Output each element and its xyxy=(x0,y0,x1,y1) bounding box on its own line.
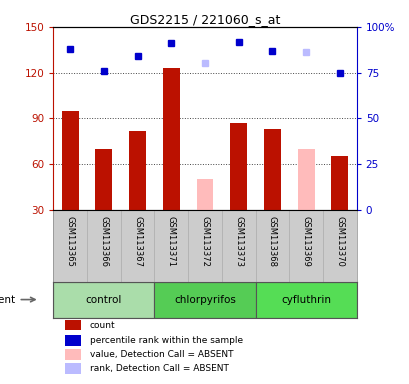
Text: value, Detection Call = ABSENT: value, Detection Call = ABSENT xyxy=(90,350,233,359)
Text: percentile rank within the sample: percentile rank within the sample xyxy=(90,336,242,345)
Bar xyxy=(65,349,81,360)
Bar xyxy=(230,123,247,210)
Text: GSM113365: GSM113365 xyxy=(65,215,74,266)
Text: rank, Detection Call = ABSENT: rank, Detection Call = ABSENT xyxy=(90,364,228,373)
Text: agent: agent xyxy=(0,295,16,305)
Text: chlorpyrifos: chlorpyrifos xyxy=(174,295,235,305)
Text: GSM113370: GSM113370 xyxy=(335,215,344,266)
Bar xyxy=(154,281,255,318)
Bar xyxy=(255,281,356,318)
Bar xyxy=(65,320,81,331)
Text: GSM113373: GSM113373 xyxy=(234,215,243,266)
Bar xyxy=(330,156,347,210)
Text: GSM113367: GSM113367 xyxy=(133,215,142,266)
Bar xyxy=(95,149,112,210)
Bar xyxy=(162,68,179,210)
Bar xyxy=(65,363,81,374)
Bar xyxy=(53,281,154,318)
Bar xyxy=(129,131,146,210)
Text: GSM113372: GSM113372 xyxy=(200,215,209,266)
Text: GSM113369: GSM113369 xyxy=(301,215,310,266)
Text: GSM113366: GSM113366 xyxy=(99,215,108,266)
Bar xyxy=(65,335,81,346)
Bar xyxy=(297,149,314,210)
Text: cyfluthrin: cyfluthrin xyxy=(281,295,330,305)
Bar xyxy=(263,129,280,210)
Text: count: count xyxy=(90,321,115,330)
Bar xyxy=(62,111,79,210)
Bar xyxy=(196,179,213,210)
Text: GSM113368: GSM113368 xyxy=(267,215,276,266)
Title: GDS2215 / 221060_s_at: GDS2215 / 221060_s_at xyxy=(130,13,279,26)
Text: GSM113371: GSM113371 xyxy=(166,215,175,266)
Text: control: control xyxy=(85,295,122,305)
